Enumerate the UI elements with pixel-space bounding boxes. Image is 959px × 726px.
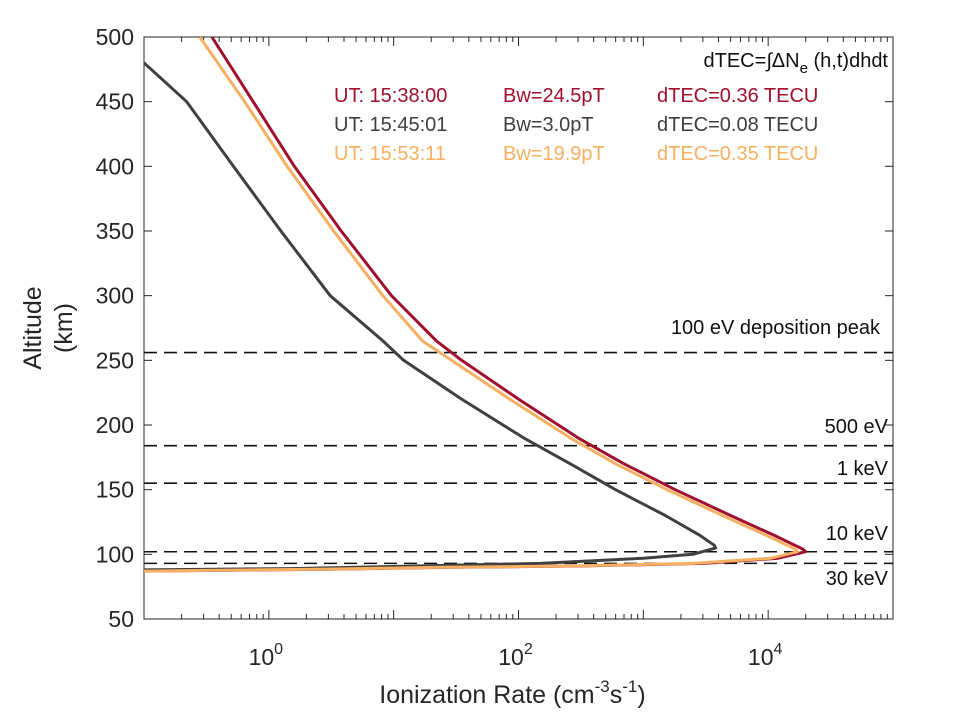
legend-time: UT: 15:53:11 <box>334 143 446 165</box>
legend-time: UT: 15:38:00 <box>334 85 447 107</box>
series-line-2 <box>144 61 718 572</box>
legend-entry: UT: 15:38:00 Bw=24.5pT dTEC=0.36 TECU <box>334 85 818 107</box>
y-tick-label: 350 <box>96 218 134 244</box>
y-tick-label: 100 <box>96 541 134 567</box>
legend-dtec: dTEC=0.08 TECU <box>657 114 818 136</box>
legend-bw: Bw=3.0pT <box>503 114 594 136</box>
reference-label: 30 keV <box>826 568 889 590</box>
reference-label: 1 keV <box>837 458 889 480</box>
legend-entry: UT: 15:53:11 Bw=19.9pT dTEC=0.35 TECU <box>334 143 818 165</box>
y-tick-label: 300 <box>96 283 134 309</box>
legend-dtec: dTEC=0.35 TECU <box>657 143 818 165</box>
reference-label: 500 eV <box>825 416 889 438</box>
reference-label: 100 eV deposition peak <box>671 317 881 339</box>
y-tick-label: 250 <box>96 347 134 373</box>
reference-label: 10 keV <box>826 523 889 545</box>
series-line-3 <box>144 37 800 573</box>
formula-annotation: dTEC=∫ΔNe (h,t)dhdt <box>704 50 889 77</box>
plot-area: 50 100 150 200 250 300 350 400 450 500 100 102 104 10… <box>19 24 894 709</box>
y-tick-label: 200 <box>96 412 134 438</box>
legend-bw: Bw=19.9pT <box>503 143 605 165</box>
x-tick-label: 104 <box>748 641 783 670</box>
y-tick-label: 150 <box>96 477 134 503</box>
x-axis-title: Ionization Rate (cm-3s-1) <box>379 677 645 709</box>
legend-dtec: dTEC=0.36 TECU <box>657 85 818 107</box>
y-axis-title-line2: (km) <box>50 303 78 353</box>
y-tick-label: 450 <box>96 89 134 115</box>
y-tick-label: 50 <box>108 606 134 632</box>
y-axis-title-line1: Altitude <box>19 286 47 369</box>
legend-bw: Bw=24.5pT <box>503 85 605 107</box>
legend-time: UT: 15:45:01 <box>334 114 447 136</box>
x-tick-label: 102 <box>498 641 533 670</box>
y-tick-label: 500 <box>96 24 134 50</box>
x-tick-label: 100 <box>249 641 284 670</box>
legend-entry: UT: 15:45:01 Bw=3.0pT dTEC=0.08 TECU <box>334 114 818 136</box>
y-tick-label: 400 <box>96 153 134 179</box>
